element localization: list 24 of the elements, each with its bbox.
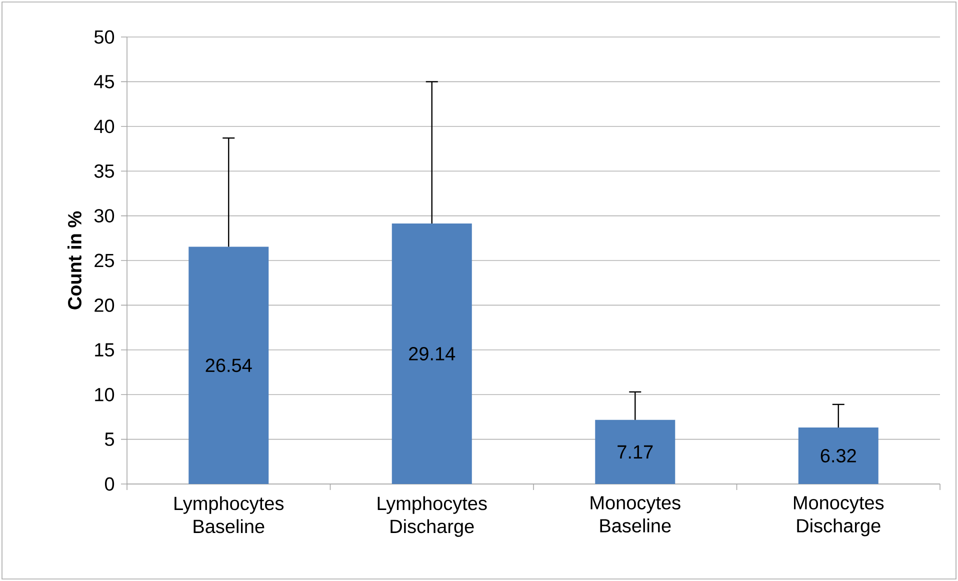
y-tick-label: 40 [94,120,114,134]
bar [188,246,269,484]
y-tick-label: 0 [104,477,114,491]
x-tick-label: Monocytes Discharge [794,496,884,536]
y-tick-label: 15 [95,343,114,357]
y-tick-label: 50 [94,30,114,44]
bar [798,428,878,484]
bar [392,223,472,484]
y-tick-label: 45 [94,75,114,88]
y-tick-label: 5 [105,432,114,446]
y-axis-title: Count in % [68,211,82,310]
data-label: 29.14 [409,347,456,360]
x-tick-label: Lymphocytes Baseline [174,496,284,534]
y-tick-label: 25 [94,254,114,268]
bar [595,420,676,484]
y-tick-label: 20 [94,298,114,312]
data-label: 26.54 [206,358,252,372]
x-tick-label: Monocytes Baseline [590,496,680,532]
data-label: 6.32 [820,449,856,462]
y-tick-label: 30 [94,209,114,223]
y-tick-label: 10 [95,388,114,402]
data-label: 7.17 [618,445,653,458]
y-tick-label: 35 [94,164,114,178]
x-tick-label: Lymphocytes Discharge [378,496,487,537]
